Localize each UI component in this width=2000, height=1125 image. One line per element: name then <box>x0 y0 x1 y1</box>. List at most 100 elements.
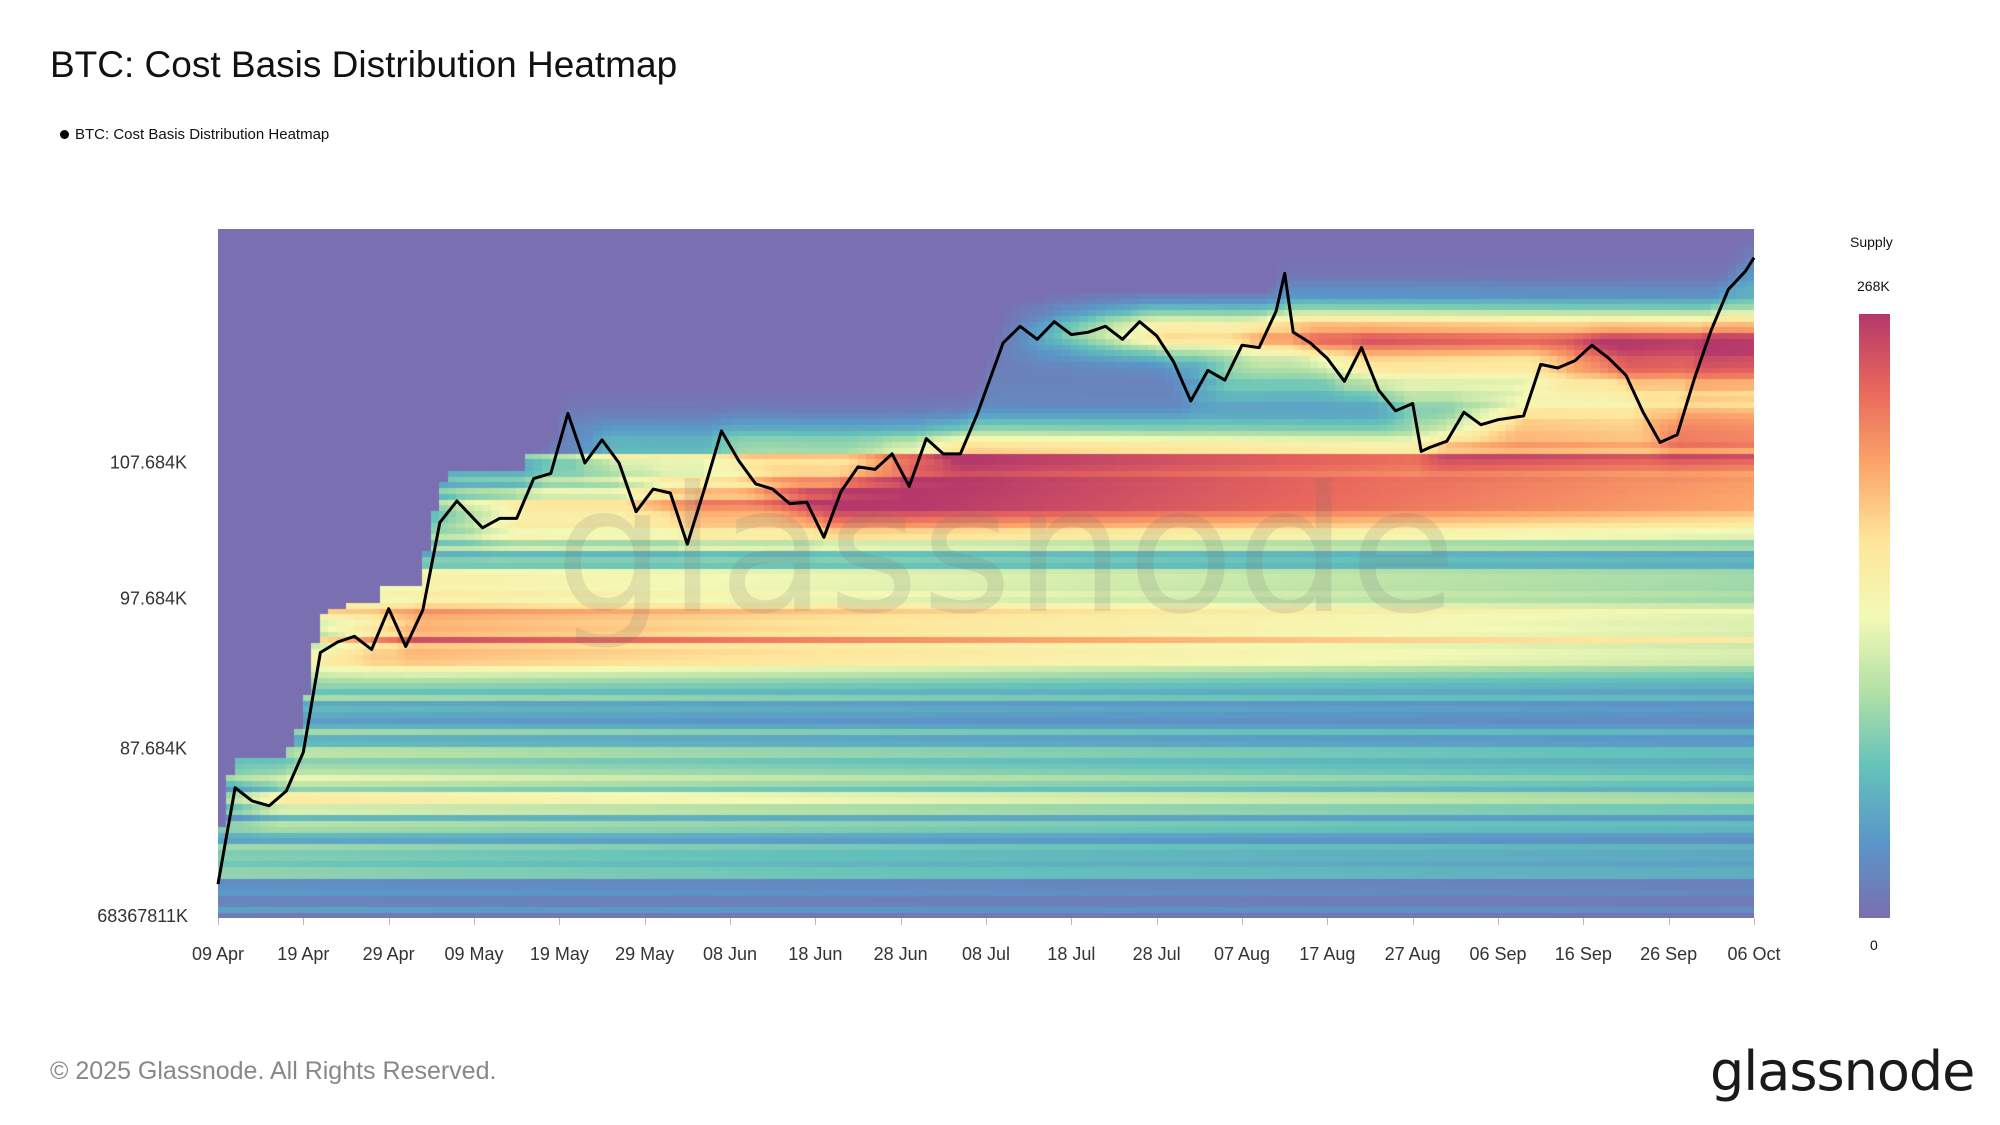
price-point[interactable] <box>1751 255 1757 261</box>
x-tick-label: 09 Apr <box>191 944 245 964</box>
glassnode-logo[interactable]: glassnode <box>1710 1040 1975 1103</box>
price-point[interactable] <box>787 501 793 507</box>
price-point[interactable] <box>1290 329 1296 335</box>
price-point[interactable] <box>1691 376 1697 382</box>
price-point[interactable] <box>582 460 588 466</box>
price-point[interactable] <box>386 606 392 612</box>
price-point[interactable] <box>1538 361 1544 367</box>
price-point[interactable] <box>1222 377 1228 383</box>
price-point[interactable] <box>1708 327 1714 333</box>
price-point[interactable] <box>283 788 289 794</box>
price-point[interactable] <box>1282 270 1288 276</box>
price-point[interactable] <box>1606 355 1612 361</box>
price-point[interactable] <box>1725 286 1731 292</box>
price-point[interactable] <box>497 515 503 521</box>
price-point[interactable] <box>701 486 707 492</box>
price-point[interactable] <box>531 476 537 482</box>
price-point[interactable] <box>1273 308 1279 314</box>
price-point[interactable] <box>1657 439 1663 445</box>
price-point[interactable] <box>838 489 844 495</box>
price-point[interactable] <box>923 436 929 442</box>
price-point[interactable] <box>1017 323 1023 329</box>
price-point[interactable] <box>1572 358 1578 364</box>
price-point[interactable] <box>1555 365 1561 371</box>
price-point[interactable] <box>232 785 238 791</box>
price-point[interactable] <box>266 803 272 809</box>
price-point[interactable] <box>957 451 963 457</box>
price-point[interactable] <box>1137 319 1143 325</box>
x-tick-label: 28 Jul <box>1132 944 1181 964</box>
price-point[interactable] <box>650 486 656 492</box>
price-point[interactable] <box>1205 367 1211 373</box>
price-point[interactable] <box>1623 372 1629 378</box>
price-point[interactable] <box>1256 345 1262 351</box>
price-point[interactable] <box>1171 359 1177 365</box>
price-point[interactable] <box>1120 336 1126 342</box>
price-point[interactable] <box>480 525 486 531</box>
price-point[interactable] <box>1640 409 1646 415</box>
price-point[interactable] <box>1393 408 1399 414</box>
price-point[interactable] <box>1521 413 1527 419</box>
price-point[interactable] <box>1444 438 1450 444</box>
price-point[interactable] <box>1085 329 1091 335</box>
price-point[interactable] <box>633 509 639 515</box>
price-point[interactable] <box>599 437 605 443</box>
price-point[interactable] <box>1427 445 1433 451</box>
heatmap-plot-area[interactable]: glassnode <box>215 229 1757 918</box>
price-point[interactable] <box>454 498 460 504</box>
price-point[interactable] <box>1068 332 1074 338</box>
price-point[interactable] <box>1358 345 1364 351</box>
price-point[interactable] <box>889 451 895 457</box>
price-point[interactable] <box>974 410 980 416</box>
price-point[interactable] <box>1341 378 1347 384</box>
price-point[interactable] <box>1674 432 1680 438</box>
price-point[interactable] <box>1742 268 1748 274</box>
price-point[interactable] <box>736 457 742 463</box>
price-point[interactable] <box>1307 340 1313 346</box>
price-line-layer <box>215 255 1757 887</box>
price-point[interactable] <box>1188 398 1194 404</box>
price-point[interactable] <box>1478 422 1484 428</box>
price-point[interactable] <box>249 798 255 804</box>
price-point[interactable] <box>1102 323 1108 329</box>
price-point[interactable] <box>317 649 323 655</box>
price-point[interactable] <box>403 644 409 650</box>
price-point[interactable] <box>1418 448 1424 454</box>
price-point[interactable] <box>1154 333 1160 339</box>
price-point[interactable] <box>1410 400 1416 406</box>
price-point[interactable] <box>906 483 912 489</box>
price-point[interactable] <box>1376 387 1382 393</box>
price-point[interactable] <box>940 451 946 457</box>
price-point[interactable] <box>437 519 443 525</box>
price-point[interactable] <box>514 515 520 521</box>
price-point[interactable] <box>352 633 358 639</box>
price-point[interactable] <box>855 464 861 470</box>
price-point[interactable] <box>420 607 426 613</box>
price-point[interactable] <box>667 490 673 496</box>
price-point[interactable] <box>1239 342 1245 348</box>
price-point[interactable] <box>804 499 810 505</box>
price-point[interactable] <box>1324 355 1330 361</box>
price-point[interactable] <box>215 881 221 887</box>
price-point[interactable] <box>718 428 724 434</box>
price-point[interactable] <box>1589 342 1595 348</box>
price-point[interactable] <box>369 647 375 653</box>
price-point[interactable] <box>300 749 306 755</box>
colorbar-max-label: 268K <box>1857 278 1890 294</box>
legend[interactable]: BTC: Cost Basis Distribution Heatmap <box>60 126 329 143</box>
price-point[interactable] <box>1461 409 1467 415</box>
price-point[interactable] <box>1495 417 1501 423</box>
price-point[interactable] <box>1000 340 1006 346</box>
price-point[interactable] <box>821 534 827 540</box>
price-point[interactable] <box>872 466 878 472</box>
price-point[interactable] <box>1051 319 1057 325</box>
price-point[interactable] <box>548 470 554 476</box>
price-point[interactable] <box>334 639 340 645</box>
price-point[interactable] <box>616 460 622 466</box>
price-point[interactable] <box>1034 336 1040 342</box>
price-point[interactable] <box>565 410 571 416</box>
price-point[interactable] <box>770 486 776 492</box>
price-point[interactable] <box>684 541 690 547</box>
price-point[interactable] <box>753 481 759 487</box>
x-tick-label: 08 Jul <box>961 944 1011 964</box>
